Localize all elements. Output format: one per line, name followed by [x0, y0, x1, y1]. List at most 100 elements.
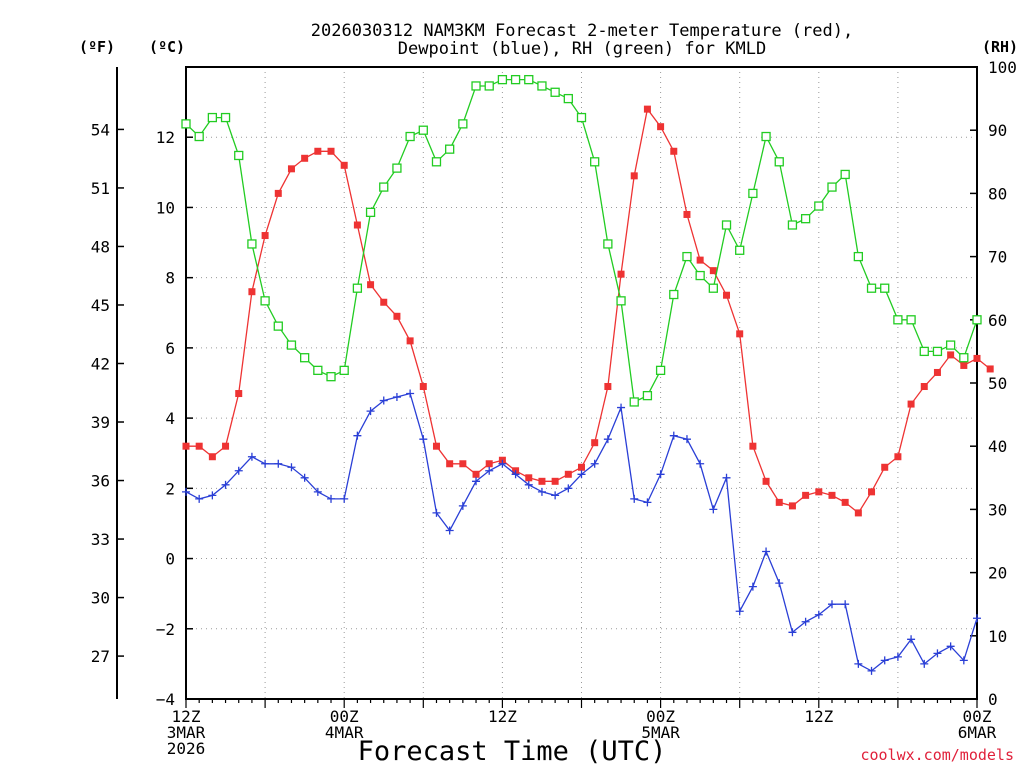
time-tick-label: 00Z — [646, 707, 675, 726]
dewpoint-point — [392, 393, 401, 402]
tick-labels: 27 30 33 36 39 42 45 48 51 54 −4 −2 0 2 4 6 8 10 12 0 10 20 30… — [91, 58, 1017, 758]
rh-point — [458, 119, 468, 129]
fahrenheit-tick-label: 27 — [91, 647, 110, 666]
rh-point — [537, 81, 547, 91]
temperature-point — [617, 270, 625, 278]
rh-point — [484, 81, 494, 91]
dewpoint-point — [841, 600, 850, 609]
rh-point — [735, 245, 745, 255]
time-tick-label: 12Z — [488, 707, 517, 726]
time-tick-label: 3MAR — [167, 723, 206, 742]
rh-tick-label: 70 — [988, 248, 1007, 267]
rh-point — [234, 150, 244, 161]
rh-point — [576, 112, 587, 123]
dewpoint-point — [313, 487, 322, 496]
dewpoint-point — [748, 582, 757, 591]
rh-point — [840, 169, 850, 180]
source-credit: coolwx.com/models — [860, 746, 1014, 764]
dewpoint-point — [920, 659, 929, 668]
rh-point — [959, 353, 969, 363]
temperature-point — [630, 172, 638, 180]
dewpoint-point — [907, 635, 916, 644]
rh-point — [642, 390, 653, 401]
dewpoint-point — [696, 459, 705, 468]
dewpoint-point — [880, 656, 889, 665]
fahrenheit-tick-label: 51 — [91, 179, 110, 198]
dewpoint-point — [498, 459, 507, 468]
axes — [116, 66, 978, 708]
dewpoint-point — [300, 473, 309, 482]
temperature-point — [419, 383, 427, 391]
fahrenheit-tick-label: 48 — [91, 237, 110, 256]
temperature-point — [709, 267, 717, 275]
temperature-point — [380, 298, 388, 306]
rh-point — [603, 239, 613, 249]
dewpoint-point — [353, 431, 362, 440]
gridlines — [186, 67, 977, 699]
rh-point — [866, 283, 877, 293]
temperature-point — [222, 442, 230, 450]
fahrenheit-axis-unit: (ºF) — [79, 38, 115, 56]
dewpoint-point — [287, 463, 296, 472]
fahrenheit-tick-label: 39 — [91, 413, 110, 432]
rh-point — [827, 182, 837, 192]
rh-point — [906, 315, 916, 325]
temperature-point — [973, 354, 981, 362]
dewpoint-point — [537, 487, 546, 496]
chart-title-line-2: Dewpoint (blue), RH (green) for KMLD — [398, 39, 766, 59]
rh-point — [365, 207, 376, 218]
rh-point — [787, 220, 798, 230]
dewpoint-point — [406, 389, 415, 398]
rh-point — [510, 74, 521, 85]
dewpoint-point — [893, 652, 902, 661]
rh-point — [563, 93, 573, 104]
celsius-tick-label: 4 — [165, 409, 175, 428]
dewpoint-point — [682, 435, 691, 444]
dewpoint-point — [656, 470, 665, 479]
temperature-point — [472, 470, 480, 478]
temperature-point — [367, 281, 375, 289]
dewpoint-point — [419, 435, 428, 444]
time-tick-label: 2026 — [167, 739, 206, 758]
temperature-point — [564, 470, 572, 478]
rh-point — [299, 353, 310, 363]
temperature-point — [446, 460, 454, 468]
fahrenheit-tick-label: 54 — [91, 120, 110, 139]
rh-point — [761, 131, 771, 142]
rh-point — [207, 112, 218, 123]
rh-point — [695, 270, 705, 281]
rh-point — [893, 315, 903, 325]
dewpoint-point — [709, 505, 718, 514]
dewpoint-point — [247, 452, 256, 461]
rh-tick-label: 90 — [988, 121, 1007, 140]
rh-point — [392, 163, 402, 173]
time-tick-label: 6MAR — [958, 723, 997, 742]
temperature-point — [274, 189, 282, 197]
temperature-point — [591, 439, 599, 447]
temperature-point — [841, 498, 849, 506]
temperature-point — [287, 165, 295, 173]
rh-point — [721, 220, 732, 230]
rh-point — [405, 131, 415, 142]
dewpoint-point — [669, 431, 678, 440]
rh-point — [616, 296, 626, 306]
temperature-point — [920, 383, 928, 391]
temperature-point — [683, 210, 691, 218]
rh-tick-label: 0 — [988, 690, 998, 709]
temperature-point — [881, 463, 889, 471]
celsius-tick-label: 12 — [156, 128, 175, 147]
rh-point — [339, 365, 349, 376]
temperature-point — [749, 442, 757, 450]
rh-point — [194, 131, 204, 142]
dewpoint-point — [775, 579, 784, 588]
dewpoint-point — [261, 459, 270, 468]
temperature-point — [868, 488, 876, 496]
dewpoint-point — [195, 494, 204, 503]
dewpoint-point — [630, 494, 639, 503]
dewpoint-point — [577, 470, 586, 479]
dewpoint-point — [854, 659, 863, 668]
dewpoint-point — [340, 494, 349, 503]
dewpoint-point — [182, 487, 190, 496]
temperature-point — [670, 147, 678, 155]
temperature-point — [340, 161, 348, 169]
